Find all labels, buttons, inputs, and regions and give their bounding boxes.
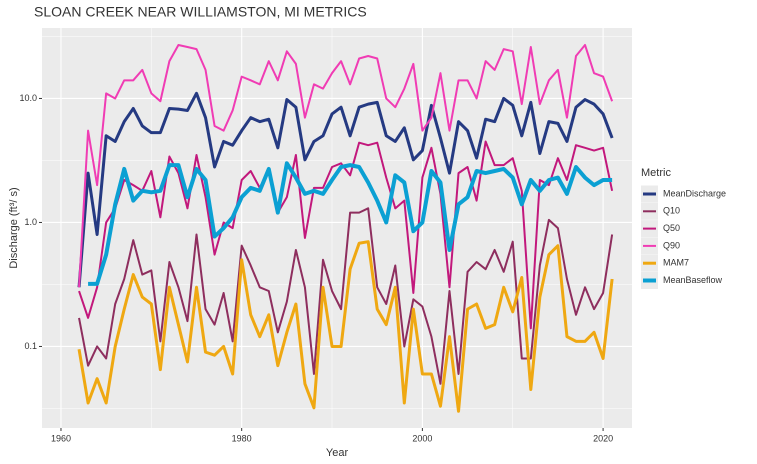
- x-tick-label: 2000: [412, 433, 432, 443]
- x-axis-label: Year: [326, 447, 349, 459]
- chart-title: SLOAN CREEK NEAR WILLIAMSTON, MI METRICS: [34, 4, 367, 20]
- series-line: [77, 91, 614, 288]
- series-line: [77, 240, 614, 413]
- series-line: [88, 161, 613, 286]
- x-tick-label: 1960: [51, 433, 71, 443]
- plot-panel: [42, 28, 632, 428]
- legend-title: Metric: [641, 167, 671, 179]
- legend-label: MeanDischarge: [663, 188, 726, 198]
- y-tick-label: 10.0: [19, 93, 37, 103]
- y-tick-label: 1.0: [24, 217, 37, 227]
- legend-label: MeanBaseflow: [663, 275, 723, 285]
- legend-label: Q90: [663, 240, 680, 250]
- series-line: [78, 43, 614, 288]
- legend-label: MAM7: [663, 258, 689, 268]
- y-axis-label: Discharge (ft³/ s): [8, 187, 20, 268]
- legend-label: Q10: [663, 206, 680, 216]
- x-tick-label: 1980: [232, 433, 252, 443]
- legend-label: Q50: [663, 223, 680, 233]
- series-line: [78, 207, 614, 385]
- x-tick-label: 2020: [593, 433, 613, 443]
- y-tick-label: 0.1: [24, 341, 37, 351]
